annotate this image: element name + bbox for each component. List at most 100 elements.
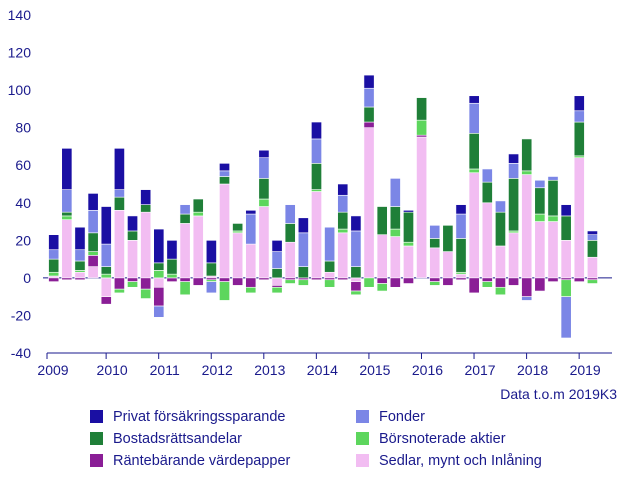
bar-segment-bostad (219, 176, 230, 185)
bar-segment-bostad (311, 163, 322, 190)
bar-segment-borsnoterade (481, 281, 493, 288)
y-tick-label: -20 (11, 307, 31, 323)
bar-segment-borsnoterade (179, 281, 191, 296)
bar-segment-fonder (508, 163, 520, 179)
bar-segment-fonder (337, 194, 349, 213)
legend-label: Privat försäkringssparande (113, 408, 286, 425)
bar-segment-bostad (534, 187, 546, 215)
bar-segment-rante (74, 277, 86, 281)
bar-segment-borsnoterade (416, 119, 428, 136)
y-tick-label: 60 (15, 157, 31, 173)
bar-segment-privat (560, 204, 572, 217)
bar-segment-sedlar (389, 236, 401, 279)
bar-segment-rante (311, 277, 322, 281)
bar-segment-borsnoterade (403, 241, 414, 247)
x-tick-label: 2015 (359, 362, 390, 378)
bar-segment-bostad (403, 211, 414, 243)
bar-segment-borsnoterade (113, 288, 125, 294)
bar-segment-sedlar (100, 277, 112, 297)
bar-segment-sedlar (508, 232, 520, 279)
legend-item-fonder: Fonder (356, 408, 606, 425)
bar-segment-borsnoterade (166, 273, 178, 279)
bar-segment-fonder (468, 102, 480, 134)
bar-segment-fonder (179, 204, 191, 215)
bar-segment-privat (403, 209, 414, 213)
bar-segment-sedlar (271, 277, 283, 286)
bar-segment-borsnoterade (363, 277, 375, 288)
bar-segment-privat (127, 215, 138, 232)
bar-segment-bostad (232, 223, 244, 232)
bar-segment-rante (192, 277, 204, 286)
bar-segment-sedlar (481, 202, 493, 279)
bar-segment-sedlar (547, 221, 559, 279)
bar-segment-rante (127, 277, 138, 282)
bar-segment-fonder (219, 170, 230, 177)
bar-segment-rante (219, 277, 230, 282)
x-tick-label: 2013 (254, 362, 285, 378)
bar-segment-bostad (192, 198, 204, 213)
bar-segment-sedlar (429, 247, 441, 279)
y-tick-label: 80 (15, 120, 31, 136)
y-tick-label: 120 (8, 45, 32, 61)
bar-segment-borsnoterade (376, 283, 388, 292)
bar-segment-borsnoterade (140, 288, 152, 299)
bar-segment-borsnoterade (337, 228, 349, 234)
bar-segment-bostad (153, 262, 165, 271)
bar-segment-fonder (534, 179, 546, 189)
bar-segment-bostad (573, 121, 585, 157)
bar-segment-rante (455, 277, 467, 281)
bar-segment-rante (113, 277, 125, 290)
x-tick-label: 2019 (570, 362, 601, 378)
bar-segment-bostad (271, 268, 283, 279)
bar-segment-fonder (100, 243, 112, 267)
bar-segment-borsnoterade (192, 211, 204, 217)
bar-segment-borsnoterade (284, 279, 296, 284)
bar-segment-fonder (389, 178, 401, 207)
bar-segment-rante (363, 121, 375, 128)
legend-item-rante: Räntebärande värdepapper (90, 452, 356, 469)
legend-swatch (356, 454, 369, 467)
bar-segment-fonder (258, 157, 270, 179)
bar-segment-borsnoterade (127, 281, 138, 288)
bar-segment-sedlar (560, 240, 572, 279)
legend-label: Sedlar, mynt och Inlåning (379, 452, 542, 469)
bar-segment-privat (153, 228, 165, 264)
x-tick-label: 2009 (37, 362, 68, 378)
bar-segment-bostad (416, 97, 428, 121)
bar-segment-borsnoterade (389, 228, 401, 237)
bar-segment-sedlar (232, 232, 244, 279)
bar-segment-sedlar (61, 219, 73, 279)
legend-item-sedlar: Sedlar, mynt och Inlåning (356, 452, 606, 469)
bar-segment-borsnoterade (560, 279, 572, 297)
bar-segment-borsnoterade (521, 170, 533, 175)
bar-segment-fonder (481, 168, 493, 183)
legend: Privat försäkringssparande Fonder Bostadsr… (90, 408, 610, 469)
bar-segment-sedlar (350, 277, 362, 282)
bar-segment-privat (350, 215, 362, 232)
bar-segment-sedlar (219, 183, 230, 279)
bar-segment-fonder (324, 226, 336, 262)
bar-segment-rante (376, 277, 388, 284)
bar-segment-sedlar (258, 206, 270, 279)
chart: -40 -20 0 20 40 60 80 100 120 140 2009 2010 2011 201… (8, 7, 612, 378)
bar-segment-rante (508, 277, 520, 286)
bar-segment-sedlar (468, 172, 480, 279)
bar-segment-bostad (179, 213, 191, 224)
bar-segment-rante (429, 277, 441, 282)
bar-segment-rante (547, 277, 559, 282)
bar-segment-borsnoterade (429, 281, 441, 286)
bar-segment-bostad (547, 179, 559, 217)
legend-label: Bostadsrättsandelar (113, 430, 242, 447)
y-tick-label: 20 (15, 232, 31, 248)
bar-segment-rante (481, 277, 493, 282)
bar-segment-sedlar (573, 157, 585, 279)
bar-segment-sedlar (363, 127, 375, 279)
x-tick-label: 2011 (150, 362, 180, 378)
bar-segment-bostad (586, 240, 598, 258)
legend-label: Räntebärande värdepapper (113, 452, 291, 469)
bar-segment-bostad (455, 238, 467, 273)
bar-segment-bostad (337, 211, 349, 230)
bar-segment-privat (311, 121, 322, 140)
bar-segment-sedlar (376, 234, 388, 279)
bar-segment-rante (61, 277, 73, 281)
